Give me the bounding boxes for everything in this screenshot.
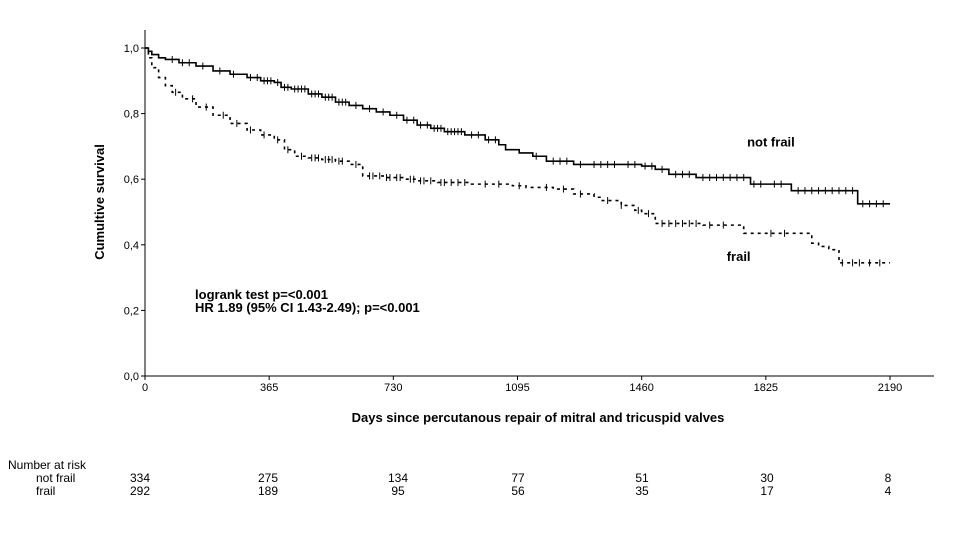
series-label: frail [727,249,751,264]
risk-value: 56 [511,484,525,498]
series-layer [145,47,890,267]
risk-value: 134 [388,471,408,485]
y-tick-label: 0,2 [124,305,139,317]
axes: 0 365 730 1095 1460 1825 2190 0,0 0,2 0,4 0,6 0,8 1,… [124,30,934,394]
y-tick-label: 0,6 [124,174,139,186]
y-tick-label: 1,0 [124,43,139,55]
x-tick-label: 2190 [878,382,902,394]
risk-value: 292 [130,484,150,498]
x-tick-label: 1460 [629,382,653,394]
x-tick-label: 730 [384,382,402,394]
risk-value: 35 [635,484,649,498]
risk-value: 334 [130,471,150,485]
risk-value: 77 [511,471,525,485]
risk-value: 275 [258,471,278,485]
y-tick-label: 0,4 [124,240,139,252]
risk-value: 4 [885,484,892,498]
stat-annotation: HR 1.89 (95% CI 1.43-2.49); p=<0.001 [195,300,420,315]
risk-value: 189 [258,484,278,498]
x-tick-label: 0 [142,382,148,394]
series-line-frail [145,47,890,264]
y-tick-label: 0,0 [124,371,139,383]
x-tick-label: 1825 [754,382,778,394]
risk-value: 8 [885,471,892,485]
risk-value: 95 [391,484,405,498]
y-tick-label: 0,8 [124,109,139,121]
risk-value: 51 [635,471,649,485]
x-axis-title: Days since percutanous repair of mitral … [352,410,725,425]
x-tick-label: 1095 [505,382,529,394]
stat-annotation: logrank test p=<0.001 [195,287,328,302]
series-label: not frail [747,134,795,149]
risk-row-label: frail [36,484,55,498]
risk-row-label: not frail [36,471,75,485]
risk-value: 30 [760,471,774,485]
y-axis-title: Cumultive survival [92,144,107,260]
risk-table-title: Number at risk [8,458,87,472]
risk-value: 17 [760,484,774,498]
series-line-not-frail [145,47,890,205]
x-tick-label: 365 [260,382,278,394]
